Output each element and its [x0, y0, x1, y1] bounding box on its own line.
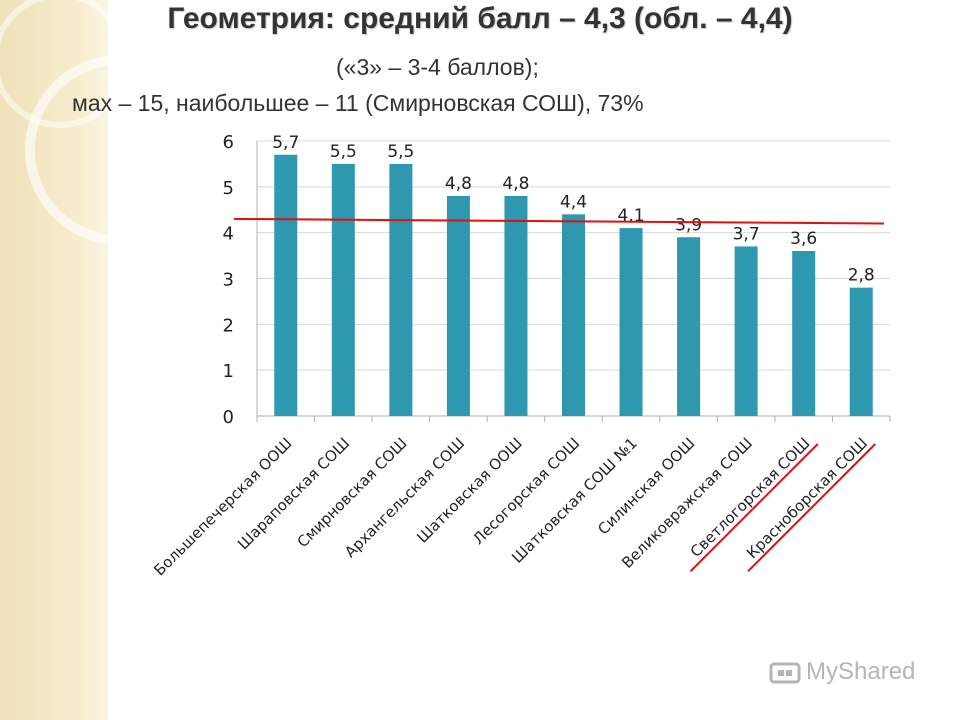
- bar: [274, 154, 298, 416]
- bar: [792, 251, 816, 416]
- slide-title: Геометрия: средний балл – 4,3 (обл. – 4,…: [167, 2, 793, 35]
- bar: [331, 163, 355, 416]
- category-underline: [747, 443, 877, 572]
- watermark-text: MyShared: [806, 658, 916, 685]
- average-reference-line: [233, 217, 885, 225]
- y-tick-label: 5: [223, 178, 234, 199]
- data-label: 4,8: [445, 174, 472, 194]
- data-label: 4,8: [502, 174, 529, 194]
- y-tick-label: 1: [223, 361, 234, 382]
- data-label: 4,1: [618, 206, 645, 226]
- y-tick-label: 3: [223, 270, 234, 291]
- data-label: 3,9: [675, 215, 702, 235]
- category-label: Шараповская СОШ: [234, 434, 353, 553]
- category-label: Лесогорская СОШ: [469, 434, 583, 548]
- data-label: 5,5: [387, 142, 414, 162]
- bar: [562, 214, 585, 416]
- bar: [619, 228, 643, 416]
- category-underline: [689, 443, 819, 572]
- mushroom-logo-icon: [769, 662, 801, 684]
- watermark: MyShared: [768, 656, 938, 692]
- y-tick-label: 2: [223, 315, 234, 336]
- slide-subtitle-2: мах – 15, наибольшее – 11 (Смирновская С…: [72, 90, 644, 116]
- decorative-circles: [0, 0, 180, 245]
- data-label: 5,7: [272, 133, 299, 153]
- bar: [446, 196, 470, 416]
- data-label: 3,6: [790, 229, 817, 249]
- y-tick-label: 6: [223, 132, 234, 153]
- data-label: 3,7: [733, 224, 760, 244]
- y-tick-label: 0: [223, 407, 234, 428]
- bar: [677, 237, 701, 416]
- slide-subtitle-1: («3» – 3-4 баллов);: [336, 54, 539, 80]
- data-label: 2,8: [848, 266, 875, 286]
- y-tick-label: 4: [223, 224, 234, 245]
- data-label: 5,5: [330, 142, 357, 162]
- bar: [849, 287, 873, 416]
- category-label: Шатковская ООШ: [413, 434, 525, 546]
- data-label: 4,4: [560, 192, 587, 212]
- bar: [389, 163, 413, 416]
- category-label: Смирновская СОШ: [294, 434, 411, 551]
- bar: [504, 196, 528, 416]
- bar: [734, 246, 758, 416]
- category-label: Силинская ООШ: [594, 434, 698, 538]
